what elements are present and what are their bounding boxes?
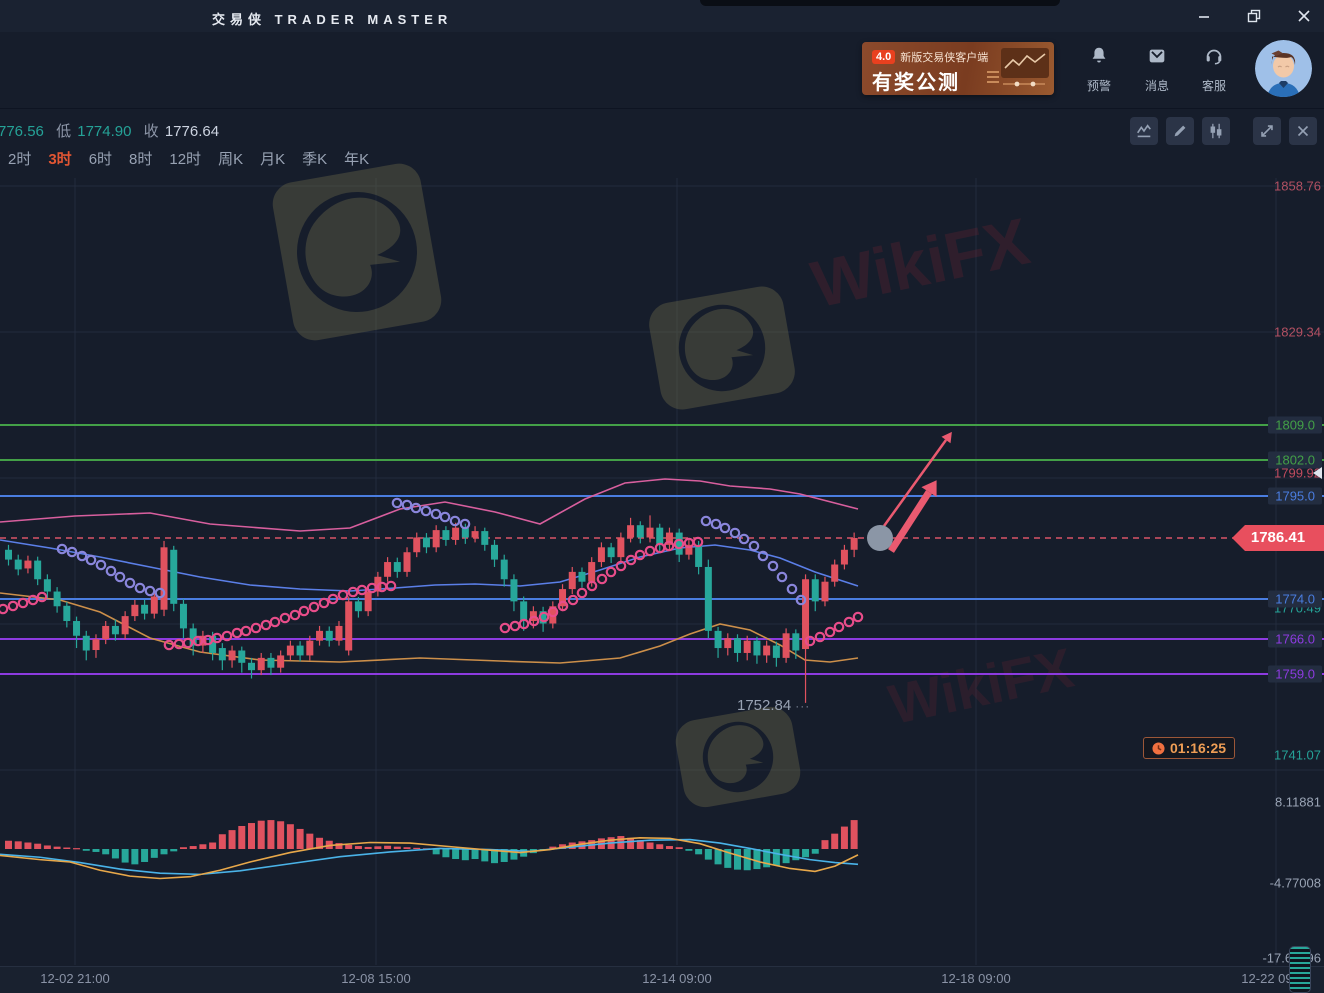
macd-axis-tick: 8.11881: [1274, 794, 1321, 810]
close-chart-icon: [1297, 125, 1309, 137]
tab-timeframe-2[interactable]: 6时: [88, 151, 113, 168]
banner-subtitle: 新版交易侠客户端: [900, 52, 989, 64]
band-lines: [0, 478, 859, 664]
price-level-label: 1809.0: [1268, 416, 1322, 434]
header-divider: [0, 108, 1324, 109]
draw-tool-button[interactable]: [1166, 117, 1194, 145]
ohlc-close-label: 收: [143, 123, 159, 140]
tab-timeframe-6[interactable]: 月K: [260, 151, 286, 168]
ohlc-close-value: 1776.64: [164, 123, 220, 140]
banner-title: 有奖公测: [872, 72, 960, 94]
app-title: 交易侠 TRADER MASTER: [212, 12, 453, 27]
alert-action[interactable]: 预警: [1075, 45, 1123, 94]
headset-icon: [1206, 49, 1222, 65]
price-marker-dot[interactable]: [867, 525, 893, 551]
collapse-panel-chevron-icon[interactable]: [1313, 467, 1322, 479]
tab-timeframe-3[interactable]: 8时: [129, 151, 153, 168]
price-level-label: 1759.0: [1268, 665, 1322, 683]
time-axis: [0, 966, 1324, 993]
minimize-icon: [1199, 16, 1209, 18]
tab-timeframe-1[interactable]: 3时: [48, 151, 72, 168]
macd-panel: [0, 820, 859, 880]
window-controls: [1196, 0, 1312, 32]
gridlines: [0, 178, 1324, 965]
swing-low-annotation: 1752.84 ···: [737, 697, 811, 714]
tab-timeframe-8[interactable]: 年K: [344, 151, 370, 168]
price-level-label: 1766.0: [1268, 630, 1322, 648]
watermark-eagle-logo: [272, 163, 442, 341]
candles: [5, 515, 858, 703]
price-level-label: 1774.0: [1268, 590, 1322, 608]
sar-dots: [0, 497, 864, 651]
ohlc-readout: 776.56 低 1774.90 收 1776.64: [0, 120, 219, 141]
mail-icon: [1149, 49, 1165, 63]
bell-icon: [1092, 47, 1106, 63]
time-axis-tick: 12-08 15:00: [341, 971, 411, 986]
price-level-lines: [0, 424, 1324, 675]
timeframe-tabs: 2时 3时 6时 8时 12时 周K 月K 季K 年K: [8, 148, 369, 169]
tab-timeframe-0[interactable]: 2时: [8, 151, 32, 168]
mini-scrollbar[interactable]: [1289, 946, 1311, 993]
current-price-badge: 1786.41: [1232, 525, 1324, 551]
pencil-icon: [1174, 125, 1186, 137]
message-action[interactable]: 消息: [1133, 45, 1181, 94]
macd-axis-tick: -4.77008: [1269, 875, 1321, 891]
price-level-label: 1802.0: [1268, 451, 1322, 469]
time-axis-tick: 12-14 09:00: [642, 971, 712, 986]
tab-timeframe-5[interactable]: 周K: [218, 151, 244, 168]
close-button[interactable]: [1296, 8, 1312, 24]
macd-dif-line: [0, 836, 859, 880]
indicator-icon: [1137, 124, 1151, 138]
price-level-label: 1795.0: [1268, 487, 1322, 505]
close-icon: [1298, 10, 1310, 22]
avatar-illustration: [1255, 40, 1312, 97]
time-axis-tick: 12-02 21:00: [40, 971, 110, 986]
watermark-eagle-logo: [649, 286, 795, 410]
tab-timeframe-4[interactable]: 12时: [169, 151, 202, 168]
annotation-dots: ···: [795, 699, 811, 713]
time-axis-tick: 12-18 09:00: [941, 971, 1011, 986]
price-axis-tick: 1741.07: [1274, 747, 1321, 763]
clock-icon: [1152, 741, 1165, 755]
watermarks: WikiFX WikiFX: [272, 163, 1079, 808]
projection-arrows: [882, 431, 952, 553]
price-axis-tick: 1799.92: [1274, 465, 1321, 481]
tab-timeframe-7[interactable]: 季K: [302, 151, 328, 168]
top-shadow-strip: [700, 0, 1060, 6]
ohlc-high-value: 776.56: [0, 123, 44, 140]
price-axis-tick: 1829.34: [1274, 324, 1321, 340]
expand-icon: [1261, 125, 1273, 137]
support-action[interactable]: 客服: [1190, 45, 1238, 94]
ohlc-low-value: 1774.90: [77, 123, 132, 140]
minimize-button[interactable]: [1196, 8, 1212, 24]
watermark-text: WikiFX: [805, 203, 1035, 321]
restore-icon: [1247, 9, 1261, 23]
price-axis-tick: 1858.76: [1274, 178, 1321, 194]
promo-banner[interactable]: 4.0 新版交易侠客户端 有奖公测: [862, 42, 1054, 95]
watermark-eagle-logo: [675, 706, 801, 808]
title-bar: 交易侠 TRADER MASTER: [0, 0, 1324, 32]
restore-button[interactable]: [1246, 8, 1262, 24]
candlestick-icon: [1210, 123, 1222, 139]
countdown-time: 01:16:25: [1170, 740, 1227, 756]
ohlc-low-label: 低: [56, 123, 72, 140]
candle-countdown: 01:16:25: [1143, 737, 1236, 759]
avatar[interactable]: [1255, 40, 1312, 97]
expand-button[interactable]: [1253, 117, 1281, 145]
candle-style-button[interactable]: [1202, 117, 1230, 145]
close-chart-button[interactable]: [1289, 117, 1317, 145]
watermark-text: WikiFX: [883, 636, 1078, 736]
version-badge: 4.0: [872, 50, 896, 64]
banner-chart-art: [987, 48, 1049, 87]
indicator-tool-button[interactable]: [1130, 117, 1158, 145]
